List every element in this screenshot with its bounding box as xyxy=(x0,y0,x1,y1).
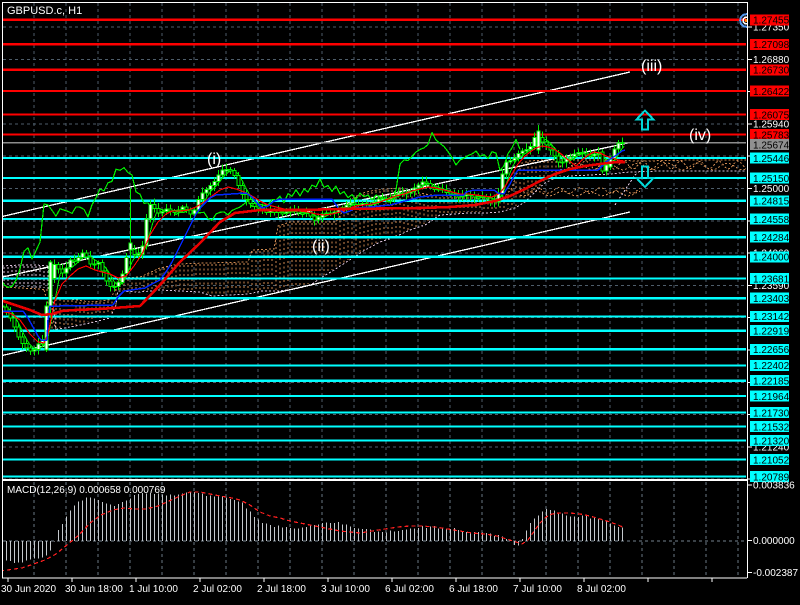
svg-text:1.21240: 1.21240 xyxy=(753,442,790,453)
svg-text:0.003836: 0.003836 xyxy=(753,481,795,492)
svg-text:MACD(12,26,9) 0.000658 0.00076: MACD(12,26,9) 0.000658 0.000769 xyxy=(7,485,166,496)
svg-text:1.22919: 1.22919 xyxy=(753,327,790,338)
svg-text:1.24284: 1.24284 xyxy=(753,233,790,244)
svg-text:1 Jul 10:00: 1 Jul 10:00 xyxy=(129,584,178,595)
svg-text:(ii): (ii) xyxy=(312,238,330,255)
svg-text:1.26075: 1.26075 xyxy=(753,110,790,121)
svg-text:1.25940: 1.25940 xyxy=(753,119,790,130)
svg-text:1.21052: 1.21052 xyxy=(753,455,790,466)
svg-text:-0.002387: -0.002387 xyxy=(753,568,798,579)
svg-text:1.23590: 1.23590 xyxy=(753,281,790,292)
svg-text:2 Jul 02:00: 2 Jul 02:00 xyxy=(193,584,242,595)
svg-text:(iv): (iv) xyxy=(689,127,711,144)
svg-text:1.26422: 1.26422 xyxy=(753,87,790,98)
svg-text:1.24000: 1.24000 xyxy=(753,253,790,264)
svg-text:1.26730: 1.26730 xyxy=(753,66,790,77)
svg-text:1.23142: 1.23142 xyxy=(753,312,790,323)
svg-text:1.21320: 1.21320 xyxy=(753,436,790,447)
svg-text:1.21532: 1.21532 xyxy=(753,422,790,433)
svg-text:1.23403: 1.23403 xyxy=(753,294,790,305)
svg-text:(i): (i) xyxy=(207,151,221,168)
svg-text:6 Jul 18:00: 6 Jul 18:00 xyxy=(449,584,498,595)
svg-text:1.25783: 1.25783 xyxy=(753,130,790,141)
svg-text:1.24815: 1.24815 xyxy=(753,197,790,208)
svg-text:1.22402: 1.22402 xyxy=(753,361,790,372)
svg-text:30 Jun 18:00: 30 Jun 18:00 xyxy=(65,584,123,595)
svg-text:0.000000: 0.000000 xyxy=(753,536,795,547)
svg-text:1.25150: 1.25150 xyxy=(753,174,790,185)
svg-text:6 Jul 02:00: 6 Jul 02:00 xyxy=(385,584,434,595)
svg-text:1.21730: 1.21730 xyxy=(753,408,790,419)
svg-text:30 Jun 2020: 30 Jun 2020 xyxy=(1,584,56,595)
svg-text:1.23681: 1.23681 xyxy=(753,274,790,285)
svg-text:GBPUSD.c, H1: GBPUSD.c, H1 xyxy=(7,5,82,17)
svg-text:1.20789: 1.20789 xyxy=(753,472,790,483)
svg-text:(iii): (iii) xyxy=(641,58,662,75)
svg-text:1.24558: 1.24558 xyxy=(753,215,790,226)
svg-text:1.27098: 1.27098 xyxy=(753,40,790,51)
svg-text:1.26880: 1.26880 xyxy=(753,55,790,66)
svg-text:3 Jul 10:00: 3 Jul 10:00 xyxy=(321,584,370,595)
svg-text:1.22656: 1.22656 xyxy=(753,345,790,356)
svg-text:2 Jul 18:00: 2 Jul 18:00 xyxy=(257,584,306,595)
svg-text:1.25000: 1.25000 xyxy=(753,184,790,195)
svg-text:8 Jul 02:00: 8 Jul 02:00 xyxy=(577,584,626,595)
svg-text:1.22185: 1.22185 xyxy=(753,377,790,388)
svg-text:1.25446: 1.25446 xyxy=(753,154,790,165)
svg-text:7 Jul 10:00: 7 Jul 10:00 xyxy=(513,584,562,595)
svg-text:1.27455: 1.27455 xyxy=(753,16,790,27)
svg-text:1.25674: 1.25674 xyxy=(753,140,790,151)
svg-text:1.21964: 1.21964 xyxy=(753,392,790,403)
svg-text:1.27350: 1.27350 xyxy=(753,23,790,34)
